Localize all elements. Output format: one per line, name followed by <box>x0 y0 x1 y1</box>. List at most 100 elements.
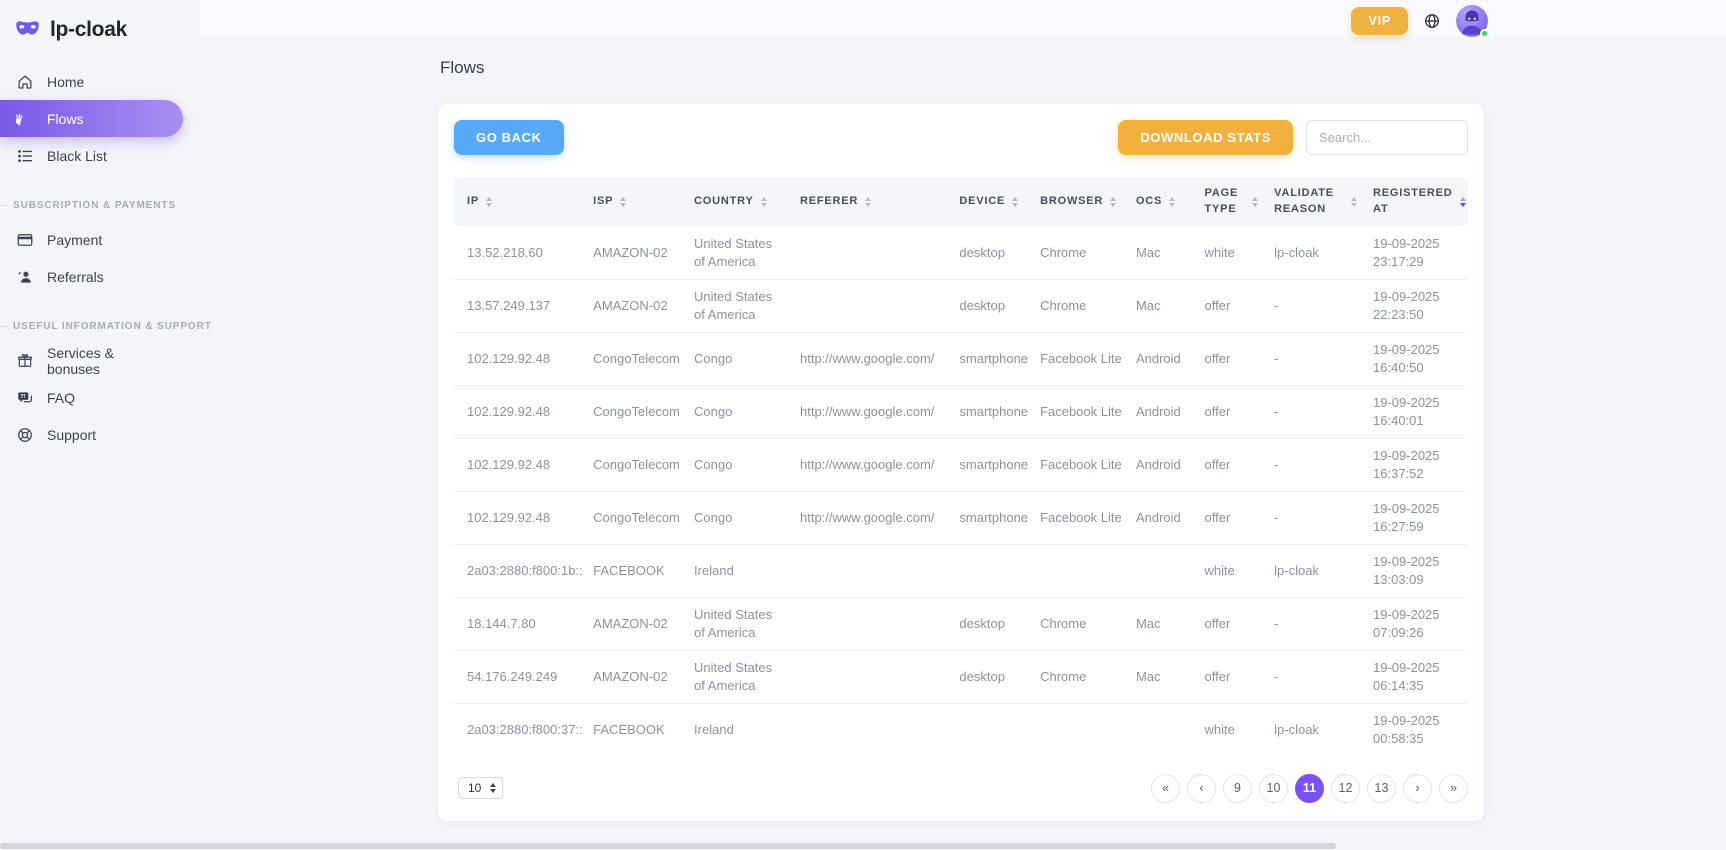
cell-validate_reason: - <box>1266 491 1366 545</box>
column-header-page_type[interactable]: PAGE TYPE <box>1196 177 1267 227</box>
sidebar-item-support[interactable]: Support <box>0 416 183 453</box>
cell-device: desktop <box>951 279 1033 333</box>
sort-icon <box>1110 196 1117 207</box>
cell-validate_reason: - <box>1266 385 1366 439</box>
pagination: «‹ 9 10 11 12 13 ›» <box>1151 773 1468 803</box>
page-button-12[interactable]: 12 <box>1331 773 1360 803</box>
cell-isp: FACEBOOK <box>593 721 665 737</box>
table-row: 18.144.7.80 AMAZON-02 United States of Ame… <box>454 597 1468 651</box>
page-button-13[interactable]: 13 <box>1367 773 1396 803</box>
table-row: 13.52.218.60 AMAZON-02 United States of Am… <box>454 226 1468 280</box>
cell-registered_at: 19-09-2025 16:40:01 <box>1365 385 1468 439</box>
sidebar-item-referrals[interactable]: Referrals <box>0 258 183 295</box>
cell-browser <box>1032 703 1128 756</box>
go-back-button[interactable]: GO BACK <box>454 120 564 155</box>
table-row: 54.176.249.249 AMAZON-02 United States of … <box>454 650 1468 704</box>
sidebar-item-payment[interactable]: Payment <box>0 221 183 258</box>
cell-validate_reason: lp-cloak <box>1266 226 1366 280</box>
sidebar-item-services-bonuses[interactable]: Services & bonuses <box>0 342 183 379</box>
sidebar-item-label: Support <box>47 426 97 443</box>
cell-isp: CongoTelecom <box>585 385 687 439</box>
cell-ocs: Android <box>1127 385 1197 439</box>
brand-logo[interactable]: lp-cloak <box>0 12 200 63</box>
cell-page_type: offer <box>1196 385 1267 439</box>
next-page-button[interactable]: › <box>1403 773 1432 803</box>
page-size-value: 10 <box>468 781 482 796</box>
cell-ocs: Mac <box>1127 226 1197 280</box>
cell-browser: Facebook Lite <box>1032 385 1128 439</box>
page-button-11[interactable]: 11 <box>1295 773 1324 803</box>
page-button-9[interactable]: 9 <box>1223 773 1252 803</box>
cell-referer <box>791 650 952 704</box>
sort-icon <box>1252 196 1259 207</box>
sidebar-section-payments: SUBSCRIPTION & PAYMENTS <box>0 200 200 211</box>
sidebar: lp-cloak Home Flows Black List <box>0 0 211 850</box>
flows-card: GO BACK DOWNLOAD STATS IPISPCOUNTRYREFER… <box>438 104 1484 821</box>
cell-ocs: Android <box>1127 438 1197 492</box>
first-page-button[interactable]: « <box>1151 773 1180 803</box>
online-status-dot <box>1480 29 1489 38</box>
column-header-country[interactable]: COUNTRY <box>686 177 792 227</box>
cell-page_type: offer <box>1196 438 1267 492</box>
sidebar-item-label: FAQ <box>47 389 76 406</box>
globe-icon[interactable] <box>1423 12 1441 30</box>
vip-button[interactable]: VIP <box>1351 7 1408 35</box>
column-header-ocs[interactable]: OCS <box>1127 177 1197 227</box>
cell-validate_reason: lp-cloak <box>1274 721 1319 737</box>
cell-ip: 102.129.92.48 <box>454 385 586 439</box>
cell-device: smartphone <box>951 491 1033 545</box>
cell-browser: Chrome <box>1032 226 1128 280</box>
person-add-icon <box>17 270 31 283</box>
cell-country: United States of America <box>686 279 792 333</box>
column-header-device[interactable]: DEVICE <box>951 177 1033 227</box>
cell-registered_at: 19-09-2025 07:09:26 <box>1365 597 1468 651</box>
column-header-isp[interactable]: ISP <box>585 177 687 227</box>
search-input[interactable] <box>1306 120 1468 155</box>
download-stats-button[interactable]: DOWNLOAD STATS <box>1118 120 1293 155</box>
cell-referer <box>792 703 951 756</box>
sidebar-item-home[interactable]: Home <box>0 63 183 100</box>
page-size-select[interactable]: 10 <box>458 777 504 800</box>
column-header-ip[interactable]: IP <box>454 177 586 227</box>
cell-device: smartphone <box>951 438 1033 492</box>
sidebar-item-black-list[interactable]: Black List <box>0 137 183 174</box>
column-header-registered_at[interactable]: REGISTERED AT <box>1365 177 1468 227</box>
prev-page-button[interactable]: ‹ <box>1187 773 1216 803</box>
column-header-referer[interactable]: REFERER <box>791 177 952 227</box>
cell-country: Ireland <box>694 721 734 737</box>
column-header-validate_reason[interactable]: VALIDATE REASON <box>1266 177 1366 227</box>
cell-ip: 13.57.249.137 <box>454 279 586 333</box>
cell-ocs <box>1127 544 1197 598</box>
avatar[interactable] <box>1456 5 1489 38</box>
cell-referer: http://www.google.com/ <box>791 491 952 545</box>
cell-validate_reason: - <box>1266 438 1366 492</box>
page-button-10[interactable]: 10 <box>1259 773 1288 803</box>
column-header-browser[interactable]: BROWSER <box>1032 177 1128 227</box>
cell-referer <box>791 597 952 651</box>
sort-icon <box>1012 196 1019 207</box>
cell-device <box>951 544 1033 598</box>
cell-country: United States of America <box>686 226 792 280</box>
svg-text:?!: ?! <box>20 394 25 400</box>
cell-device: desktop <box>951 226 1033 280</box>
sidebar-item-flows[interactable]: Flows <box>0 100 183 137</box>
last-page-button[interactable]: » <box>1439 773 1468 803</box>
cell-page_type: offer <box>1196 597 1267 651</box>
sidebar-item-faq[interactable]: ?! FAQ <box>0 379 183 416</box>
sidebar-item-label: Home <box>47 73 85 90</box>
cell-isp: AMAZON-02 <box>585 597 687 651</box>
cell-ocs <box>1128 703 1197 756</box>
cell-page_type: white <box>1204 721 1235 737</box>
credit-card-icon <box>17 233 33 246</box>
cell-country: United States of America <box>686 650 792 704</box>
table-row: 102.129.92.48 CongoTelecom Congo http://www… <box>454 385 1468 439</box>
page-title: Flows <box>440 58 485 77</box>
cell-ocs: Mac <box>1127 279 1197 333</box>
chat-question-icon: ?! <box>18 391 32 402</box>
cell-country: Congo <box>686 332 792 386</box>
cell-referer: http://www.google.com/ <box>791 332 952 386</box>
cell-referer: http://www.google.com/ <box>791 438 952 492</box>
cell-registered_at: 19-09-2025 16:40:50 <box>1365 332 1468 386</box>
cell-ip: 102.129.92.48 <box>454 332 586 386</box>
horizontal-scrollbar[interactable] <box>0 843 1336 849</box>
